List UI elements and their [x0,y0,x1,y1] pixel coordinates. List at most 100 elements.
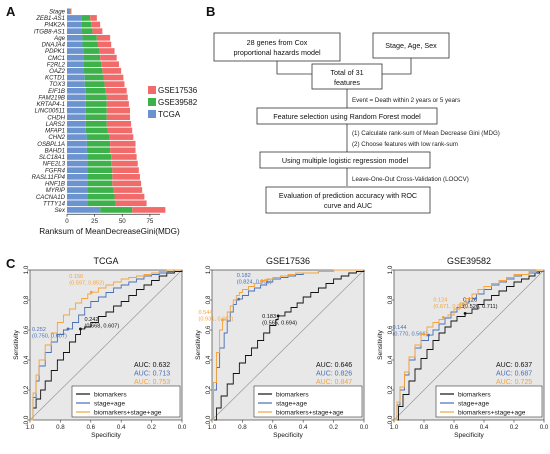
bar-tcga [67,61,84,68]
flow-loocv-note: Leave-One-Out Cross-Validation (LOOCV) [352,176,469,183]
x-tick-label: 75 [146,218,153,225]
legend-label-tcga: TCGA [158,110,181,119]
bar-gse17536 [102,68,122,74]
category-label: FGFR4 [45,167,66,174]
y-tick-label: 0.6 [387,325,394,334]
bar-gse17536 [111,154,137,160]
y-tick-label: 1.0 [23,265,30,274]
bar-tcga [67,140,87,147]
category-label: Sex [54,207,65,214]
threshold-ci-biomarkers: (0.565, 0.694) [262,320,297,326]
bar-gse39582 [83,68,103,74]
bar-tcga [67,87,86,94]
roc-curve-combined [212,269,364,421]
bar-tcga [67,160,88,167]
bar-tcga [67,147,87,154]
legend-text-biomarkers: biomarkers [94,391,127,398]
bar-gse39582 [85,87,106,94]
x-tick-label: 0.0 [540,424,549,431]
x-tick-label: 0.4 [117,424,126,431]
flow-arrow-clinical [382,58,412,75]
x-tick-label: 0.6 [86,424,95,431]
threshold-ci-biomarkers: (0.526, 0.711) [463,304,498,310]
bar-gse17536 [109,134,134,140]
category-label: NFE2L3 [43,161,66,168]
x-tick-label: 1.0 [208,424,217,431]
bar-gse17536 [114,193,145,200]
diagonal-reference-line [211,269,365,421]
bar-gse17536 [106,121,132,127]
x-tick-label: 0.6 [268,424,277,431]
bar-gse17536 [113,187,143,193]
bar-tcga [67,48,84,54]
category-label: MFAP1 [45,128,65,135]
category-label: TTTY14 [43,200,66,207]
bar-gse17536 [112,180,142,187]
bar-gse17536 [107,127,133,134]
threshold-value-biomarkers: 0.242 [84,317,98,323]
flow-box-eval-line2: curve and AUC [324,201,372,210]
flow-arrow-genes [276,61,312,75]
mdg-bar-chart: StageZEB1-AS1PI4K2AITGB8-AS1AgeDNAJA4PDP… [32,8,198,236]
category-label: F2RL2 [47,61,66,68]
legend-text-combined: biomarkers+stage+age [94,409,162,416]
bar-gse39582 [86,134,109,140]
y-axis-title: Sensitivity [13,329,20,359]
threshold-point-combined [441,316,445,319]
auc-label-biomarkers: AUC: 0.646 [316,362,352,369]
bar-gse39582 [88,180,113,187]
legend-label-gse39582: GSE39582 [158,98,198,107]
bar-gse17536 [96,34,111,41]
bar-gse39582 [81,15,91,21]
bar-gse39582 [84,81,105,87]
roc-curve-combined [394,269,544,421]
bar-gse17536 [112,173,140,180]
bar-gse17536 [100,54,117,61]
legend-swatch-tcga [148,110,156,118]
x-tick-label: 1.0 [26,424,35,431]
bar-gse39582 [85,114,107,121]
category-label: TOX3 [49,81,65,88]
x-axis-title: Specificity [273,432,303,439]
bar-tcga [67,74,85,81]
bar-gse39582 [85,94,107,101]
panel-a-letter: A [6,4,16,19]
category-label: OAZ2 [49,68,66,75]
bar-gse17536 [104,81,125,87]
roc-title: TCGA [93,256,118,266]
bar-gse17536 [91,21,101,28]
legend-text-combined: biomarkers+stage+age [458,409,526,416]
x-tick-label: 0.0 [360,424,369,431]
flow-box-eval [265,186,431,214]
category-label: LINC00511 [35,108,65,115]
x-tick-label: 0.8 [420,424,429,431]
threshold-point-stage_age [427,333,430,337]
flow-box-genes-line2: proportional hazards model [233,48,321,57]
x-tick-label: 0.0 [178,424,187,431]
bar-tcga [67,173,88,180]
bar-tcga [67,107,86,114]
bar-gse17536 [110,140,136,147]
y-tick-label: 0.2 [23,385,30,394]
flow-box-logistic-text: Using multiple logistic regression model [282,156,409,165]
bar-tcga [67,207,101,213]
threshold-ci-stage_age: (0.824, 0.806) [237,280,272,286]
bar-tcga [67,54,84,61]
bar-gse39582 [83,48,100,54]
x-tick-label: 0.2 [147,424,156,431]
category-label: SLC18A1 [39,154,65,161]
bar-gse17536 [105,87,127,94]
bar-gse39582 [88,200,116,207]
category-label: Age [53,35,65,42]
category-label: CHDH [47,114,65,121]
bar-gse39582 [81,28,93,35]
threshold-point-stage_age [66,327,70,331]
y-tick-label: 0.2 [387,385,394,394]
x-tick-label: 50 [119,218,126,225]
y-tick-label: 0.4 [387,355,394,364]
roc-title: GSE39582 [447,256,491,266]
flow-box-genes-line1: 28 genes from Cox [247,38,308,47]
threshold-point-biomarkers [463,311,467,315]
